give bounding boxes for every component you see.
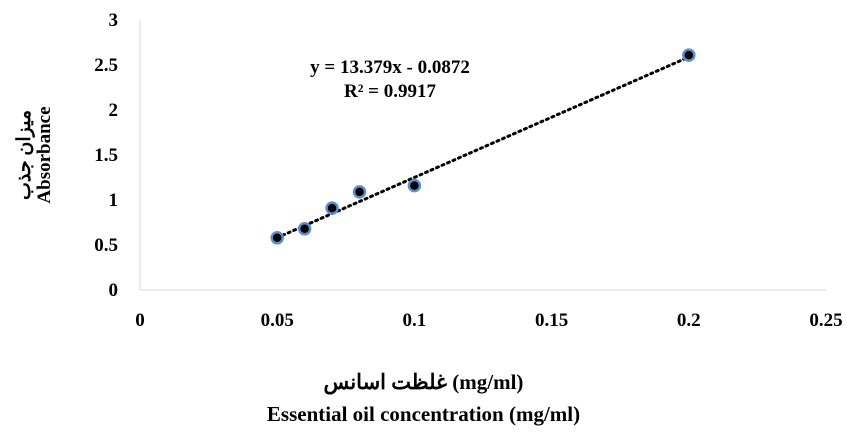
y-tick-label: 2: [109, 100, 119, 121]
x-tick-label: 0.15: [535, 310, 568, 331]
data-point: [270, 231, 284, 245]
x-axis-ticks: 0 0.05 0.1 0.15 0.2 0.25: [135, 310, 842, 331]
data-point: [352, 185, 367, 199]
data-points: [270, 48, 696, 245]
y-tick-label: 0: [109, 280, 119, 301]
data-point: [325, 201, 339, 215]
x-axis-label: Essential oil concentration (mg/ml): [266, 402, 581, 426]
data-point: [407, 178, 422, 193]
trendline-r2: R² = 0.9917: [344, 81, 436, 102]
x-axis-label-fa: غلظت اسانس (mg/ml): [323, 370, 524, 394]
y-tick-label: 3: [109, 10, 119, 31]
trendline-equation: y = 13.379x - 0.0872: [310, 57, 470, 78]
x-tick-label: 0: [135, 310, 145, 331]
y-tick-label: 2.5: [94, 55, 118, 76]
chart: 0 0.5 1 1.5 2 2.5 3 0 0.05 0.1 0.15 0.2 0.25 y = 13…: [14, 10, 843, 331]
x-tick-label: 0.25: [809, 310, 842, 331]
y-tick-label: 1.5: [94, 145, 118, 166]
x-tick-label: 0.1: [403, 310, 427, 331]
x-tick-label: 0.2: [677, 310, 701, 331]
data-point: [682, 48, 696, 62]
y-tick-label: 1: [109, 190, 119, 211]
trendline: [275, 55, 691, 240]
x-tick-label: 0.05: [261, 310, 294, 331]
data-point: [297, 222, 312, 236]
y-axis-title: میزان جذب Absorbance: [14, 106, 55, 203]
y-axis-ticks: 0 0.5 1 1.5 2 2.5 3: [94, 10, 118, 301]
y-axis-label: Absorbance: [34, 106, 55, 203]
y-axis-label-fa: میزان جذب: [14, 110, 35, 200]
y-tick-label: 0.5: [94, 235, 118, 256]
